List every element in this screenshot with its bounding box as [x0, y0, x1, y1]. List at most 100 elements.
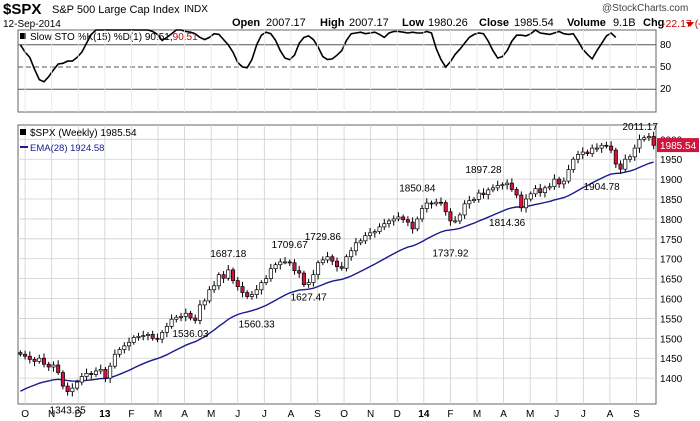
candle-up [212, 285, 217, 291]
candle-up [552, 178, 557, 188]
candle-up [486, 189, 491, 196]
price-tick-label: 1500 [660, 334, 683, 345]
candle-down [245, 292, 250, 297]
candle-up [542, 187, 547, 194]
price-tick-label: 1550 [660, 314, 683, 325]
candle-up [571, 158, 576, 170]
price-annotation: 1814.36 [489, 218, 526, 229]
candle-down [330, 256, 335, 262]
candle-up [594, 147, 599, 150]
candle-up [127, 341, 132, 347]
symbol: $SPX [3, 1, 42, 18]
candle-down [448, 211, 453, 222]
month-label: O [21, 409, 29, 420]
month-label: 14 [418, 409, 430, 420]
price-tick-label: 1450 [660, 354, 683, 365]
candle-up [136, 335, 141, 338]
exchange: INDX [184, 4, 208, 15]
price-legend: $SPX (Weekly) 1985.54 [30, 128, 137, 139]
price-tick-label: 1400 [660, 374, 683, 385]
candle-up [311, 274, 316, 283]
candle-up [424, 202, 429, 209]
candle-up [249, 294, 254, 297]
candle-up [396, 216, 401, 220]
candle-up [453, 220, 458, 223]
candle-up [51, 364, 56, 368]
sto-tick-label: 50 [660, 62, 672, 73]
candle-up [75, 381, 80, 389]
ema-line [20, 161, 654, 392]
chart-header: $SPX S&P 500 Large Cap Index INDX 12-Sep… [0, 0, 700, 30]
candle-up [79, 376, 84, 383]
sto-k-line [19, 29, 617, 83]
month-label: N [367, 409, 374, 420]
candle-down [287, 261, 292, 264]
candle-up [174, 316, 179, 320]
candle-up [576, 154, 581, 160]
candle-up [490, 187, 495, 191]
candle-up [623, 158, 628, 170]
sto-legend-d-value: 90.51 [173, 32, 198, 43]
price-annotation: 1850.84 [399, 184, 436, 195]
candle-up [264, 278, 269, 283]
candle-up [382, 223, 387, 228]
candle-up [566, 169, 571, 182]
candle-down [481, 192, 486, 196]
candle-up [415, 218, 420, 230]
candle-up [164, 326, 169, 333]
candle-down [292, 262, 297, 272]
candle-up [283, 261, 288, 264]
candle-up [495, 185, 500, 189]
price-tick-label: 1650 [660, 275, 683, 286]
price-annotation: 1687.18 [210, 249, 247, 260]
candle-up [363, 235, 368, 242]
candle-down [609, 145, 614, 151]
candle-up [122, 345, 127, 350]
price-annotation: 1536.03 [172, 329, 209, 340]
chg-value: -22.17 (-1.10%) [662, 18, 700, 30]
candle-up [84, 373, 89, 377]
candle-down [193, 317, 198, 321]
candle-up [632, 147, 637, 158]
price-legend-swatch-icon [20, 129, 26, 135]
month-label: A [288, 409, 295, 420]
month-label: O [340, 409, 348, 420]
down-arrow-icon [686, 22, 694, 27]
month-label: A [607, 409, 614, 420]
candle-down [89, 373, 94, 375]
price-annotation: 1729.86 [305, 232, 342, 243]
candle-up [70, 387, 75, 393]
candle-down [514, 189, 519, 196]
open-label: Open [232, 17, 261, 29]
volume-value: 9.1B [613, 17, 636, 29]
month-label: M [207, 409, 215, 420]
candle-up [254, 289, 259, 295]
close-value: 1985.54 [514, 17, 554, 29]
month-label: M [154, 409, 162, 420]
candle-up [528, 193, 533, 200]
candle-up [533, 188, 538, 195]
candle-up [316, 262, 321, 275]
month-label: A [181, 409, 188, 420]
candle-up [183, 312, 188, 317]
candle-up [306, 282, 311, 285]
candle-down [60, 372, 65, 387]
candle-up [325, 256, 330, 261]
candle-down [604, 144, 609, 147]
candle-up [580, 151, 585, 155]
candle-up [320, 259, 325, 264]
sto-legend: Slow STO %K(15) %D(1) 90.51, [30, 32, 173, 43]
month-label: M [526, 409, 534, 420]
price-annotation: 1709.67 [272, 240, 309, 251]
candle-down [519, 194, 524, 209]
candle-down [103, 369, 108, 379]
candle-down [155, 337, 160, 340]
candle-up [197, 304, 202, 321]
candle-up [628, 156, 633, 160]
month-label: A [500, 409, 507, 420]
price-annotation: 1560.33 [239, 319, 276, 330]
candle-up [169, 318, 174, 327]
candle-down [613, 149, 618, 165]
price-annotation: 1737.92 [432, 249, 469, 260]
candle-up [145, 333, 150, 336]
